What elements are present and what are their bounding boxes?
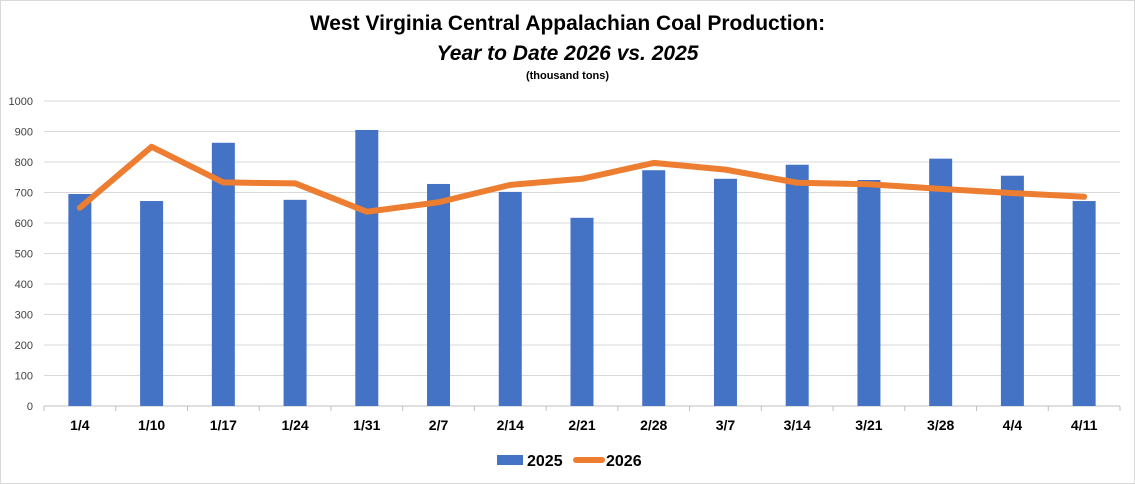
x-tick-label: 4/11 xyxy=(1071,417,1098,433)
point-2026 xyxy=(796,181,799,184)
y-tick-label: 100 xyxy=(15,371,33,383)
chart-title: West Virginia Central Appalachian Coal P… xyxy=(309,12,826,35)
point-2026 xyxy=(78,206,81,209)
bar-2025 xyxy=(713,178,737,406)
y-tick-label: 600 xyxy=(15,218,33,230)
point-2026 xyxy=(724,168,727,171)
x-tick-label: 2/28 xyxy=(640,417,667,433)
x-tick-label: 1/17 xyxy=(210,417,237,433)
bar-2025 xyxy=(427,183,451,406)
bar-2025 xyxy=(140,201,164,406)
y-tick-label: 700 xyxy=(15,188,33,200)
y-tick-label: 800 xyxy=(15,157,33,169)
bar-2025 xyxy=(785,164,809,406)
bar-2025 xyxy=(929,158,953,406)
point-2026 xyxy=(509,183,512,186)
x-tick-label: 1/24 xyxy=(281,417,308,433)
bars-2025 xyxy=(68,129,1096,406)
point-2026 xyxy=(294,182,297,185)
x-tick-label: 3/21 xyxy=(855,417,882,433)
bar-2025 xyxy=(211,142,235,406)
bar-2025 xyxy=(857,179,881,406)
bar-2025 xyxy=(355,129,379,406)
x-tick-label: 4/4 xyxy=(1003,417,1023,433)
legend-label-2025: 2025 xyxy=(527,453,563,470)
bar-2025 xyxy=(570,217,594,406)
point-2026 xyxy=(581,177,583,180)
bar-2025 xyxy=(283,199,307,406)
x-tick-label: 1/31 xyxy=(353,417,380,433)
y-tick-label: 300 xyxy=(15,310,33,322)
point-2026 xyxy=(1083,195,1086,198)
x-tick-label: 1/4 xyxy=(70,417,90,433)
bar-2025 xyxy=(1000,175,1024,406)
point-2026 xyxy=(867,183,870,186)
y-tick-label: 200 xyxy=(15,340,33,352)
bar-2025 xyxy=(1072,201,1096,406)
point-2026 xyxy=(150,145,153,148)
point-2026 xyxy=(939,187,942,190)
x-tick-label: 1/10 xyxy=(138,417,165,433)
bar-2025 xyxy=(68,194,92,406)
y-tick-label: 1000 xyxy=(9,96,33,108)
legend-label-2026: 2026 xyxy=(606,453,642,470)
y-tick-label: 900 xyxy=(15,127,33,139)
y-tick-label: 0 xyxy=(27,401,33,413)
point-2026 xyxy=(437,201,440,204)
bar-2025 xyxy=(498,191,522,406)
x-tick-label: 3/7 xyxy=(716,417,736,433)
x-tick-label: 3/28 xyxy=(927,417,954,433)
point-2026 xyxy=(365,210,368,213)
chart-units-note: (thousand tons) xyxy=(525,70,610,82)
axes: 0 100 200 300 400 500 600 700 800 900 1000 1/4 1/10 1… xyxy=(9,96,1121,433)
bar-2025 xyxy=(642,170,666,406)
chart-subtitle: Year to Date 2026 vs. 2025 xyxy=(436,42,699,65)
x-tick-label: 2/7 xyxy=(429,417,449,433)
x-tick-label: 2/14 xyxy=(497,417,524,433)
line-2026 xyxy=(76,143,1088,215)
legend-swatch-2025 xyxy=(497,455,523,465)
point-2026 xyxy=(652,161,655,164)
point-2026 xyxy=(1011,192,1014,195)
y-tick-label: 500 xyxy=(15,249,33,261)
x-tick-label: 3/14 xyxy=(784,417,811,433)
point-2026 xyxy=(222,181,225,184)
legend: 2025 2026 xyxy=(497,453,642,470)
y-tick-label: 400 xyxy=(15,279,33,291)
x-tick-label: 2/21 xyxy=(568,417,595,433)
